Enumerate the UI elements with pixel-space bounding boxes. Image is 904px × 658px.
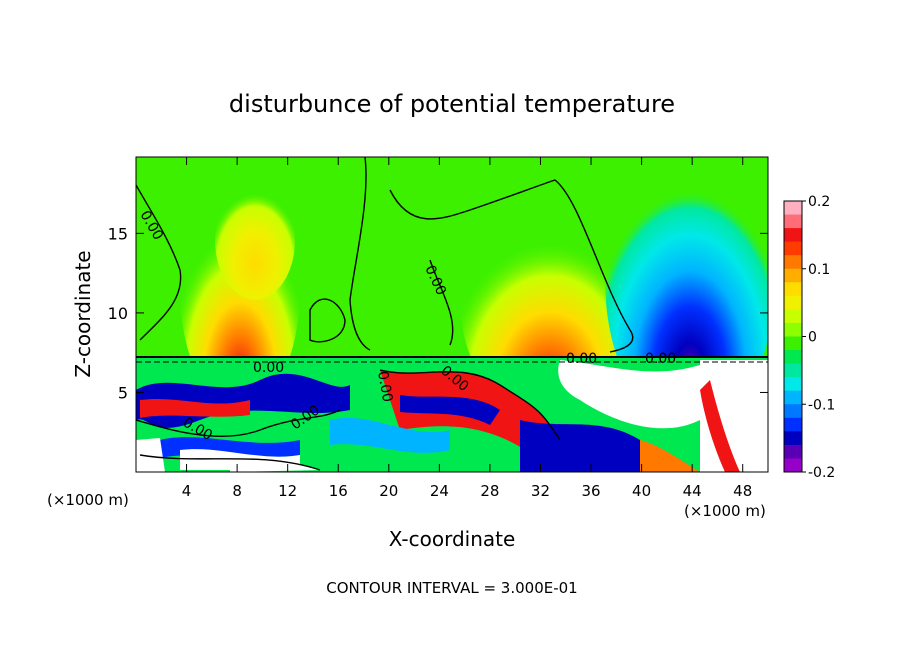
plot-frame bbox=[135, 156, 769, 473]
colorbar-swatch bbox=[784, 214, 802, 229]
x-unit-left: (×1000 m) bbox=[47, 491, 129, 509]
colorbar-tick-label: 0.1 bbox=[808, 262, 830, 278]
x-tick-label: 12 bbox=[278, 482, 297, 500]
plot-area bbox=[136, 157, 768, 472]
x-unit-right: (×1000 m) bbox=[684, 502, 766, 520]
y-axis-ticks: 5 10 15 bbox=[108, 224, 768, 402]
colorbar-tick-label: -0.1 bbox=[808, 397, 835, 413]
x-tick-label: 16 bbox=[329, 482, 348, 500]
colorbar-swatch bbox=[784, 444, 802, 459]
y-tick-label: 15 bbox=[108, 224, 128, 243]
colorbar-swatch bbox=[784, 363, 802, 378]
x-tick-label: 24 bbox=[430, 482, 449, 500]
y-axis-label: Z-coordinate bbox=[71, 250, 95, 377]
x-tick-label: 8 bbox=[232, 482, 242, 500]
colorbar-swatch bbox=[784, 295, 802, 310]
colorbar-swatch bbox=[784, 458, 802, 473]
colorbar-swatch bbox=[784, 336, 802, 351]
warm-anomaly-upper bbox=[215, 180, 295, 300]
colorbar-swatch bbox=[784, 228, 802, 243]
colorbar-tick-label: 0 bbox=[808, 330, 817, 346]
colorbar-ticks: 0.2 0.1 0 -0.1 -0.2 bbox=[802, 194, 835, 481]
colorbar-swatch bbox=[784, 404, 802, 419]
colorbar-tick-label: 0.2 bbox=[808, 194, 830, 210]
lower-patches bbox=[136, 360, 768, 472]
contour-label: 0.00 bbox=[645, 351, 676, 367]
colorbar-swatch bbox=[784, 309, 802, 324]
x-tick-label: 36 bbox=[581, 482, 600, 500]
colorbar-swatch bbox=[784, 201, 802, 216]
contour-interval-footer: CONTOUR INTERVAL = 3.000E-01 bbox=[326, 579, 577, 597]
contour-label: 0.00 bbox=[566, 351, 597, 367]
x-tick-label: 48 bbox=[733, 482, 752, 500]
zero-contours bbox=[136, 157, 634, 471]
colorbar-swatch bbox=[784, 322, 802, 337]
y-tick-label: 10 bbox=[108, 304, 128, 323]
x-tick-label: 28 bbox=[480, 482, 499, 500]
contour-label: 0.00 bbox=[374, 370, 395, 403]
x-tick-label: 4 bbox=[182, 482, 192, 500]
colorbar-tick-label: -0.2 bbox=[808, 465, 835, 481]
colorbar-swatch bbox=[784, 268, 802, 283]
colorbar-swatch bbox=[784, 377, 802, 392]
colorbar-swatch bbox=[784, 390, 802, 405]
x-tick-label: 40 bbox=[632, 482, 651, 500]
colorbar-swatch bbox=[784, 282, 802, 297]
x-axis-ticks: 4 8 12 16 20 24 28 32 36 40 44 48 bbox=[182, 157, 752, 500]
x-axis-label: X-coordinate bbox=[389, 527, 516, 551]
chart-title: disturbunce of potential temperature bbox=[229, 90, 675, 118]
colorbar-swatch bbox=[784, 431, 802, 446]
colorbar-swatch bbox=[784, 255, 802, 270]
y-tick-label: 5 bbox=[118, 383, 128, 402]
colorbar-swatch bbox=[784, 350, 802, 365]
colorbar bbox=[783, 200, 803, 473]
colorbar-swatch bbox=[784, 417, 802, 432]
colorbar-swatch bbox=[784, 241, 802, 256]
x-tick-label: 32 bbox=[531, 482, 550, 500]
contour-label: 0.00 bbox=[253, 360, 284, 376]
x-tick-label: 20 bbox=[379, 482, 398, 500]
x-tick-label: 44 bbox=[683, 482, 702, 500]
